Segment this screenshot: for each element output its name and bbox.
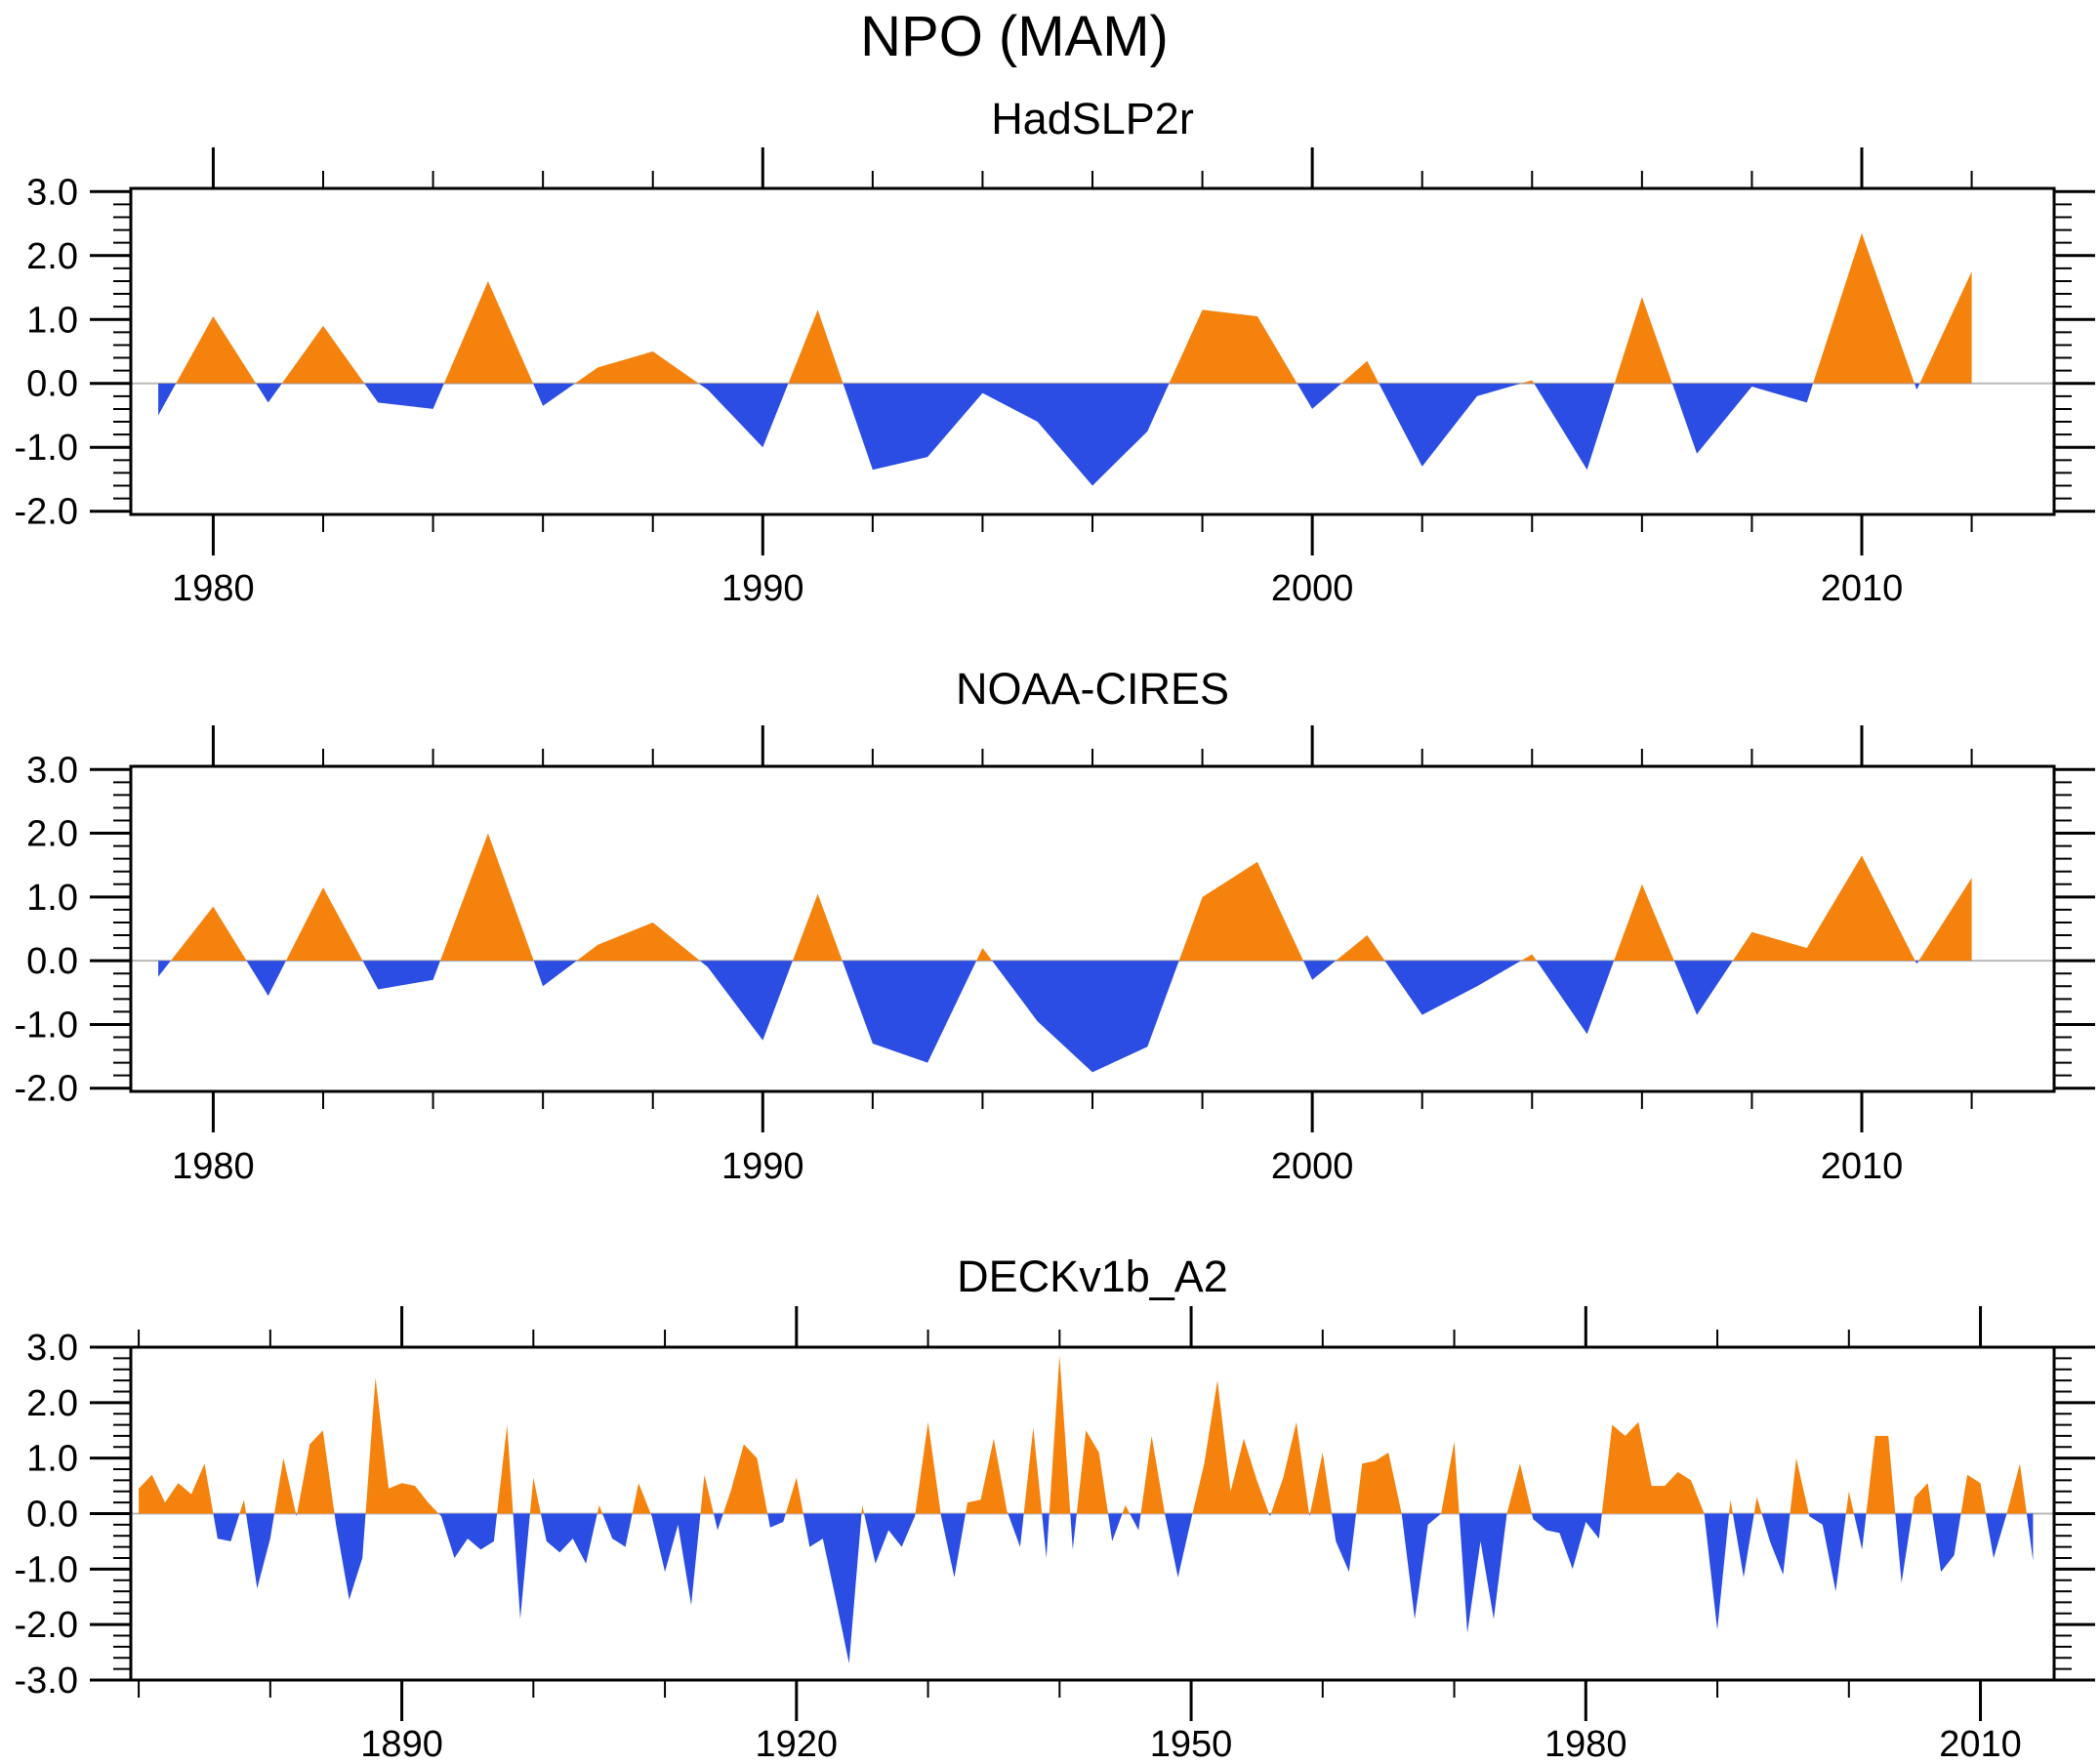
axis-box <box>129 764 2056 1093</box>
axis-ticks <box>90 1306 2095 1721</box>
y-tick-label: 0.0 <box>26 1495 78 1536</box>
x-tick-label: 1990 <box>721 1146 804 1187</box>
axis-ticks <box>90 725 2095 1132</box>
y-tick-label: 3.0 <box>26 172 78 213</box>
area-negative <box>158 383 1920 486</box>
x-tick-label: 2000 <box>1271 1146 1354 1187</box>
x-tick-label: 1980 <box>172 1146 255 1187</box>
page-title: NPO (MAM) <box>860 5 1169 68</box>
panel-title-deckv1b-a2: DECKv1b_A2 <box>957 1251 1228 1301</box>
y-tick-label: 3.0 <box>26 1328 78 1369</box>
x-tick-label: 1950 <box>1150 1724 1233 1764</box>
area-positive <box>158 833 1972 962</box>
x-tick-label: 2010 <box>1821 1146 1904 1187</box>
axis-box <box>129 186 2056 516</box>
panel-noaa-cires: 1980 1990 2000 2010 3.0 2.0 1.0 0.0 -1.0 -2.0 <box>15 725 2095 1187</box>
panel-title-hadslp2r: HadSLP2r <box>991 94 1194 144</box>
y-tick-label: -2.0 <box>15 492 78 533</box>
axis-ticks <box>90 147 2095 555</box>
area-negative <box>139 1513 2034 1663</box>
y-tick-label: 1.0 <box>26 1439 78 1480</box>
area-positive <box>139 1355 2034 1514</box>
y-tick-label: -1.0 <box>15 1549 78 1590</box>
y-tick-label: 3.0 <box>26 750 78 791</box>
y-tick-label: 0.0 <box>26 364 78 405</box>
panel-title-noaa-cires: NOAA-CIRES <box>955 664 1230 714</box>
panel-deckv1b-a2: 1890 1920 1950 1980 2010 3.0 2.0 1.0 0.0 -1.0 -2.0… <box>15 1306 2095 1764</box>
y-tick-label: 2.0 <box>26 1383 78 1424</box>
x-tick-label: 2000 <box>1271 568 1354 609</box>
x-tick-label: 1920 <box>756 1724 839 1764</box>
y-tick-label: 1.0 <box>26 300 78 341</box>
area-negative <box>158 961 1919 1073</box>
x-tick-label: 2010 <box>1939 1724 2022 1764</box>
area-positive <box>158 232 1972 384</box>
y-tick-label: 0.0 <box>26 941 78 982</box>
y-tick-label: 2.0 <box>26 814 78 855</box>
y-tick-label: -2.0 <box>15 1605 78 1646</box>
axis-box <box>129 1345 2056 1682</box>
x-tick-label: 1990 <box>721 568 804 609</box>
y-tick-label: -1.0 <box>15 1005 78 1046</box>
y-tick-label: -2.0 <box>15 1069 78 1110</box>
x-tick-label: 1890 <box>360 1724 443 1764</box>
y-tick-label: -1.0 <box>15 428 78 469</box>
y-tick-label: -3.0 <box>15 1661 78 1702</box>
y-tick-label: 2.0 <box>26 236 78 277</box>
x-tick-label: 2010 <box>1821 568 1904 609</box>
x-tick-label: 1980 <box>1544 1724 1627 1764</box>
x-tick-label: 1980 <box>172 568 255 609</box>
panel-hadslp2r: 1980 1990 2000 2010 3.0 2.0 1.0 0.0 -1.0 -2.0 <box>15 147 2095 609</box>
y-tick-label: 1.0 <box>26 878 78 919</box>
